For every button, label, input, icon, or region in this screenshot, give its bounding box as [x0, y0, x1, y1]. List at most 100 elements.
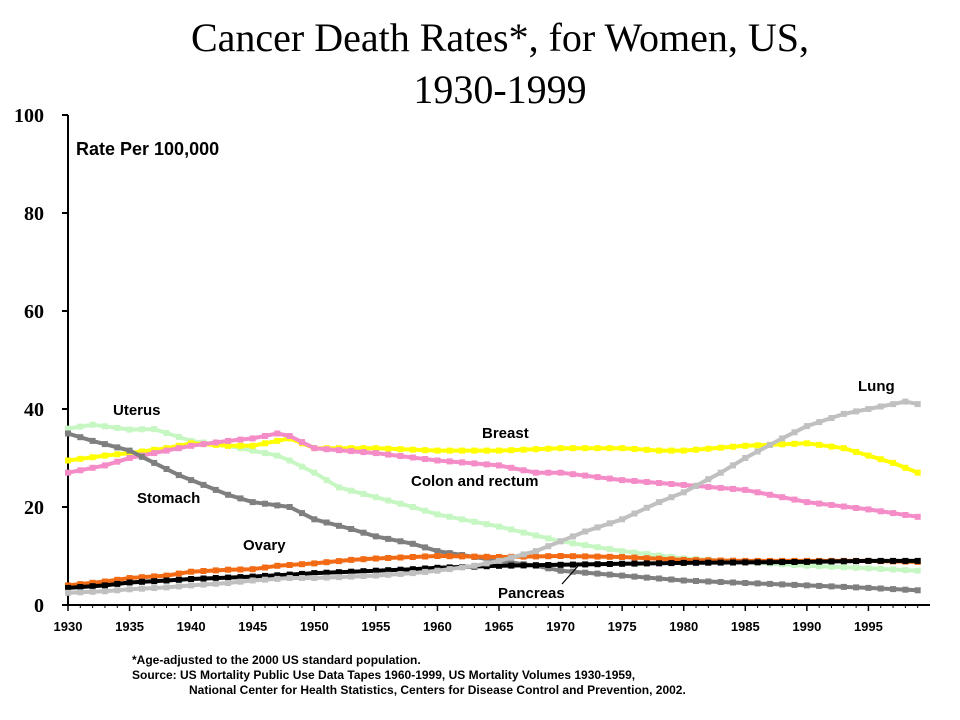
data-point-breast: [274, 437, 281, 444]
data-point-lung: [693, 482, 699, 489]
data-point-pancreas: [249, 573, 256, 580]
data-point-breast: [680, 447, 687, 454]
data-point-breast: [914, 469, 921, 476]
data-point-colon-and-rectum: [914, 513, 921, 520]
data-point-breast: [840, 445, 847, 452]
data-point-colon-and-rectum: [409, 454, 416, 461]
data-point-uterus: [459, 516, 466, 523]
data-point-colon-and-rectum: [175, 445, 182, 452]
x-tick-label-1995: 1995: [854, 619, 883, 634]
data-point-ovary: [175, 570, 182, 577]
data-point-stomach: [175, 472, 182, 479]
data-point-colon-and-rectum: [446, 458, 453, 465]
data-point-colon-and-rectum: [459, 459, 466, 466]
data-point-lung: [496, 557, 502, 564]
data-point-ovary: [483, 553, 490, 560]
data-point-ovary: [323, 559, 330, 566]
data-point-breast: [89, 454, 96, 461]
data-point-uterus: [385, 497, 392, 504]
data-point-lung: [865, 406, 872, 412]
data-point-lung: [65, 589, 71, 596]
data-point-ovary: [385, 555, 392, 561]
data-point-colon-and-rectum: [212, 439, 219, 446]
data-point-stomach: [754, 580, 761, 587]
footnote-source-continued: National Center for Health Statistics, C…: [189, 683, 686, 697]
data-point-lung: [705, 476, 712, 483]
data-point-colon-and-rectum: [853, 505, 860, 511]
data-point-pancreas: [262, 572, 268, 579]
data-point-pancreas: [212, 575, 219, 581]
x-tick-label-1930: 1930: [54, 619, 83, 634]
data-point-uterus: [274, 452, 281, 459]
data-point-lung: [532, 548, 539, 555]
data-point-lung: [274, 575, 281, 582]
data-point-pancreas: [754, 559, 761, 566]
data-point-ovary: [262, 564, 268, 571]
data-point-pancreas: [286, 571, 293, 578]
data-point-stomach: [335, 522, 342, 529]
data-point-stomach: [372, 533, 379, 540]
data-point-pancreas: [828, 558, 835, 565]
data-point-stomach: [286, 504, 293, 510]
data-point-ovary: [569, 553, 576, 560]
data-point-uterus: [828, 563, 835, 570]
data-point-pancreas: [840, 558, 847, 565]
data-point-uterus: [471, 518, 478, 525]
data-point-stomach: [385, 535, 392, 542]
x-tick-label-1970: 1970: [546, 619, 575, 634]
data-point-pancreas: [532, 562, 539, 569]
data-point-uterus: [323, 477, 330, 484]
data-point-breast: [397, 446, 404, 453]
data-point-ovary: [594, 553, 601, 560]
data-point-uterus: [569, 540, 576, 547]
data-point-ovary: [631, 554, 638, 561]
data-point-colon-and-rectum: [496, 462, 502, 469]
data-point-uterus: [853, 564, 860, 571]
data-point-ovary: [668, 556, 675, 563]
data-point-lung: [803, 423, 810, 430]
data-point-pancreas: [877, 557, 884, 564]
data-point-lung: [483, 560, 490, 567]
data-point-stomach: [200, 481, 207, 488]
data-point-uterus: [520, 529, 527, 536]
x-tick-label-1935: 1935: [115, 619, 144, 634]
data-point-ovary: [471, 553, 478, 560]
x-tick-label-1960: 1960: [423, 619, 452, 634]
data-point-uterus: [545, 535, 552, 542]
data-point-lung: [151, 585, 158, 591]
data-point-stomach: [656, 575, 663, 582]
data-point-lung: [545, 543, 552, 550]
chart-series: [65, 398, 921, 596]
data-point-uterus: [816, 563, 823, 570]
data-point-ovary: [151, 573, 158, 580]
data-point-stomach: [323, 519, 330, 526]
data-point-colon-and-rectum: [865, 506, 872, 513]
data-point-colon-and-rectum: [65, 469, 71, 476]
data-point-lung: [299, 575, 305, 581]
data-point-pancreas: [717, 559, 724, 566]
data-point-pancreas: [656, 560, 663, 567]
y-tick-label-80: 80: [24, 203, 44, 225]
series-label-uterus: Uterus: [113, 402, 161, 419]
data-point-lung: [212, 580, 219, 587]
data-point-pancreas: [520, 562, 527, 569]
data-point-pancreas: [126, 579, 133, 586]
data-point-breast: [619, 445, 626, 452]
data-point-pancreas: [311, 570, 318, 577]
data-point-breast: [693, 446, 699, 453]
data-point-breast: [372, 445, 379, 452]
data-point-ovary: [286, 562, 293, 568]
x-tick-label-1945: 1945: [238, 619, 267, 634]
data-point-pancreas: [766, 559, 773, 566]
data-point-colon-and-rectum: [730, 485, 736, 492]
data-point-breast: [138, 448, 145, 455]
data-point-colon-and-rectum: [89, 464, 96, 471]
data-point-colon-and-rectum: [126, 455, 133, 461]
data-point-pancreas: [200, 575, 207, 582]
data-point-ovary: [619, 554, 626, 560]
data-point-pancreas: [643, 560, 650, 567]
data-point-colon-and-rectum: [372, 450, 379, 457]
data-point-lung: [385, 571, 392, 578]
data-point-stomach: [126, 447, 133, 454]
data-point-pancreas: [348, 568, 355, 575]
